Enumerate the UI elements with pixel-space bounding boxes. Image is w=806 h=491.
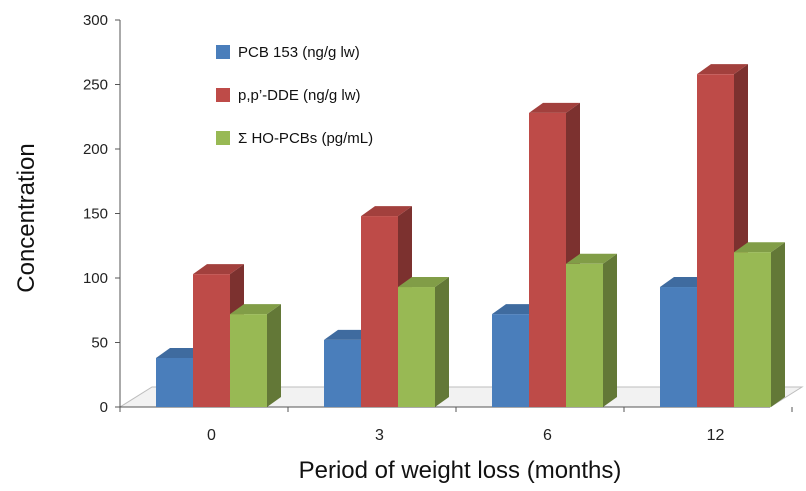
bar-top	[193, 264, 244, 275]
bar-front	[660, 287, 697, 407]
bar-front	[697, 74, 734, 408]
x-tick-label: 0	[207, 427, 216, 444]
bar	[734, 242, 785, 407]
y-tick-label: 0	[100, 399, 108, 416]
bar-side	[435, 277, 449, 407]
bar	[566, 253, 617, 407]
x-tick-label: 12	[707, 427, 725, 444]
bar-side	[267, 304, 281, 407]
y-tick-label: 100	[83, 270, 108, 287]
legend-swatch	[216, 45, 230, 59]
legend-swatch	[216, 88, 230, 102]
bar	[697, 64, 748, 408]
bar-front	[529, 112, 566, 407]
bar-front	[361, 216, 398, 407]
bars	[156, 64, 785, 408]
bar-front	[156, 357, 193, 407]
bar-front	[734, 252, 771, 407]
bar-front	[193, 274, 230, 407]
x-tick-label: 3	[375, 427, 384, 444]
legend-label: Σ HO-PCBs (pg/mL)	[238, 130, 373, 147]
bar-top	[566, 253, 617, 264]
legend-label: p,p’-DDE (ng/g lw)	[238, 87, 361, 104]
y-tick-label: 250	[83, 77, 108, 94]
bar-top	[230, 304, 281, 315]
legend-item: p,p’-DDE (ng/g lw)	[216, 87, 361, 104]
legend: PCB 153 (ng/g lw) p,p’-DDE (ng/g lw) Σ HO-…	[216, 44, 373, 147]
y-axis: 0 50 100 150 200 250 300	[83, 12, 121, 416]
bar-front	[566, 263, 603, 407]
bar	[529, 102, 580, 407]
bar-side	[771, 242, 785, 407]
legend-swatch	[216, 131, 230, 145]
bar-front	[324, 339, 361, 407]
bar-top	[734, 242, 785, 253]
bar-top	[361, 206, 412, 217]
x-tick-label: 6	[543, 427, 552, 444]
legend-label: PCB 153 (ng/g lw)	[238, 44, 360, 61]
y-tick-label: 300	[83, 12, 108, 29]
y-axis-title: Concentration	[13, 143, 40, 292]
x-axis-title: Period of weight loss (months)	[299, 457, 622, 484]
y-tick-label: 200	[83, 141, 108, 158]
bar-top	[398, 277, 449, 288]
bar-front	[492, 314, 529, 407]
legend-item: Σ HO-PCBs (pg/mL)	[216, 130, 373, 147]
bar-top	[697, 64, 748, 75]
bar	[230, 304, 281, 407]
bar-front	[230, 314, 267, 407]
x-axis: 0 3 6 12	[119, 406, 793, 444]
bar-side	[603, 253, 617, 407]
bar-top	[529, 102, 580, 113]
bar	[398, 277, 449, 407]
legend-item: PCB 153 (ng/g lw)	[216, 44, 360, 61]
y-tick-label: 50	[91, 335, 108, 352]
bar-front	[398, 287, 435, 407]
y-tick-label: 150	[83, 206, 108, 223]
